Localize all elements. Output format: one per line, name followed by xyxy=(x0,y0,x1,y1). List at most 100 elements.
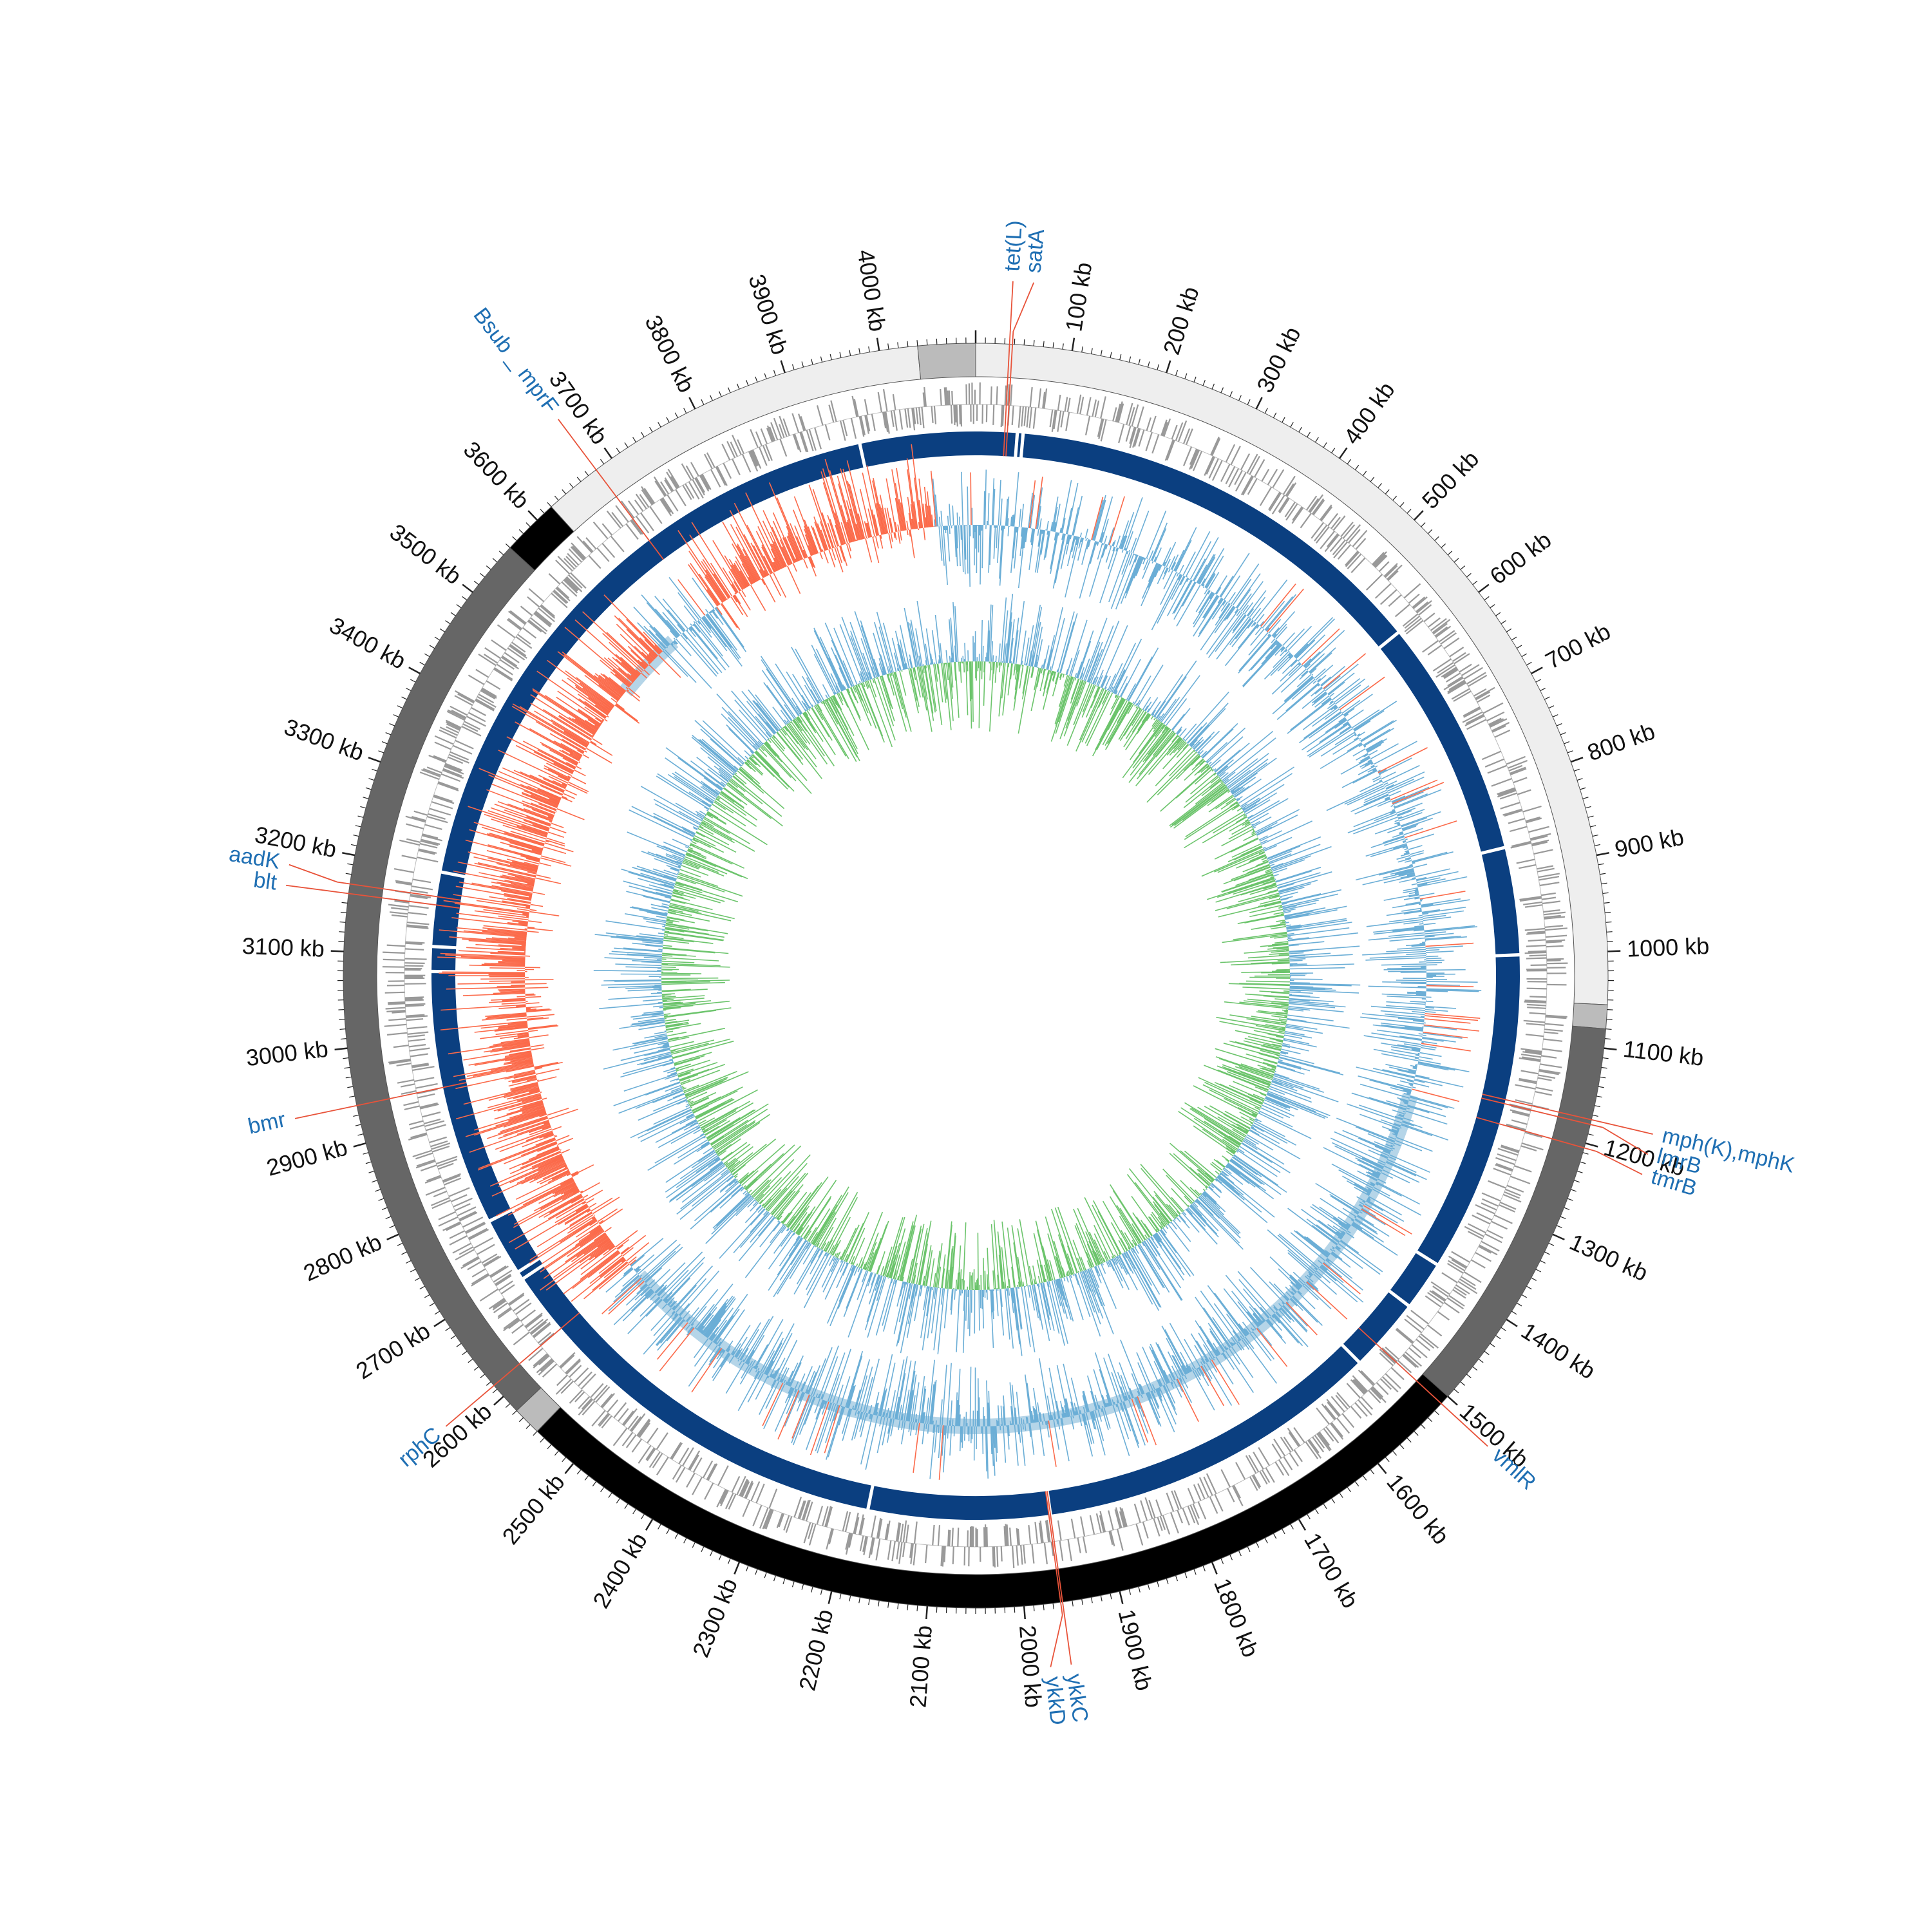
minor-tick xyxy=(1238,395,1242,401)
minor-tick xyxy=(1454,1388,1459,1394)
minor-tick xyxy=(462,1350,468,1356)
minor-tick xyxy=(1580,1161,1586,1164)
minor-tick xyxy=(1556,1225,1562,1229)
major-tick xyxy=(1414,510,1424,521)
major-tick xyxy=(734,1562,741,1575)
minor-tick xyxy=(429,645,435,649)
gc-content-below xyxy=(437,444,1481,1480)
minor-tick xyxy=(1323,1503,1327,1509)
minor-tick xyxy=(1501,620,1506,625)
minor-tick xyxy=(365,787,372,790)
minor-tick xyxy=(415,1277,421,1281)
minor-tick xyxy=(746,380,749,386)
minor-tick xyxy=(1331,448,1336,453)
minor-tick xyxy=(1472,580,1478,585)
minor-tick xyxy=(1282,417,1285,423)
minor-tick xyxy=(710,1550,713,1557)
minor-tick xyxy=(344,1066,350,1069)
minor-tick xyxy=(1427,529,1433,535)
minor-tick xyxy=(1506,628,1512,632)
minor-tick xyxy=(363,797,369,799)
gene-leader-line xyxy=(445,1312,580,1427)
tick-label: 4000 kb xyxy=(853,248,891,334)
minor-tick xyxy=(1495,1335,1501,1340)
minor-tick xyxy=(355,1124,361,1126)
minor-tick xyxy=(1147,1584,1150,1590)
gc-skew-track xyxy=(593,593,1361,1356)
minor-tick xyxy=(1564,741,1570,744)
minor-tick xyxy=(1434,1410,1439,1416)
minor-tick xyxy=(1081,1598,1083,1605)
gene-leader-line xyxy=(558,419,664,560)
minor-tick xyxy=(1598,1086,1604,1088)
gene-leader-line xyxy=(1476,1117,1643,1175)
minor-tick xyxy=(1370,477,1375,482)
minor-tick xyxy=(1495,612,1501,616)
minor-tick xyxy=(1298,426,1302,433)
minor-tick xyxy=(1290,1524,1294,1530)
minor-tick xyxy=(397,1242,403,1246)
minor-tick xyxy=(616,1498,620,1504)
minor-tick xyxy=(1220,387,1224,393)
minor-tick xyxy=(1110,352,1112,358)
region-segment xyxy=(917,343,976,380)
minor-tick xyxy=(1577,1170,1583,1173)
minor-tick xyxy=(378,1198,384,1201)
gene-feature-ring xyxy=(382,382,1568,1569)
minor-tick xyxy=(569,483,574,488)
tick-label: 400 kb xyxy=(1338,377,1400,449)
minor-tick xyxy=(345,873,352,875)
minor-tick xyxy=(1052,1603,1054,1609)
minor-tick xyxy=(755,1569,758,1575)
minor-tick xyxy=(1511,1311,1517,1315)
major-tick xyxy=(925,1606,929,1620)
minor-tick xyxy=(355,825,361,828)
minor-tick xyxy=(641,1513,645,1520)
minor-tick xyxy=(540,1437,545,1443)
minor-tick xyxy=(554,495,559,501)
minor-tick xyxy=(357,1133,364,1136)
minor-tick xyxy=(878,1600,880,1607)
minor-tick xyxy=(397,705,403,709)
minor-tick xyxy=(1354,1481,1359,1487)
minor-tick xyxy=(1535,1269,1542,1273)
minor-tick xyxy=(820,1589,823,1595)
minor-tick xyxy=(518,529,524,535)
minor-tick xyxy=(576,477,582,482)
minor-tick xyxy=(505,543,511,548)
major-tick xyxy=(1298,1519,1307,1531)
tick-label: 3400 kb xyxy=(325,612,410,674)
minor-tick xyxy=(1544,1251,1550,1255)
major-tick xyxy=(1552,1233,1565,1241)
minor-tick xyxy=(389,1225,395,1229)
minor-tick xyxy=(1238,1550,1242,1557)
minor-tick xyxy=(562,489,567,495)
contig-segment xyxy=(524,1266,871,1509)
minor-tick xyxy=(1362,471,1367,476)
minor-tick xyxy=(719,1554,722,1560)
contig-segment xyxy=(520,1260,543,1277)
minor-tick xyxy=(1548,1242,1555,1246)
tick-label: 2100 kb xyxy=(904,1624,937,1709)
region-ring xyxy=(343,343,1609,1609)
minor-tick xyxy=(907,1604,909,1611)
minor-tick xyxy=(1138,359,1141,365)
minor-tick xyxy=(1570,1189,1577,1192)
minor-tick xyxy=(727,387,731,393)
contig-segment xyxy=(1017,433,1022,457)
major-tick xyxy=(603,447,613,459)
tick-label: 1800 kb xyxy=(1209,1575,1264,1661)
minor-tick xyxy=(701,399,705,405)
minor-tick xyxy=(1521,653,1527,658)
minor-tick xyxy=(584,471,589,476)
contig-ring xyxy=(431,431,1520,1520)
minor-tick xyxy=(1090,1597,1093,1604)
minor-tick xyxy=(1119,354,1122,360)
minor-tick xyxy=(1605,921,1612,923)
gene-leader-line xyxy=(1481,1097,1649,1155)
minor-tick xyxy=(649,426,653,433)
tick-label: 2300 kb xyxy=(687,1575,743,1661)
minor-tick xyxy=(1414,1431,1419,1436)
minor-tick xyxy=(368,778,375,781)
minor-tick xyxy=(1594,1105,1600,1108)
